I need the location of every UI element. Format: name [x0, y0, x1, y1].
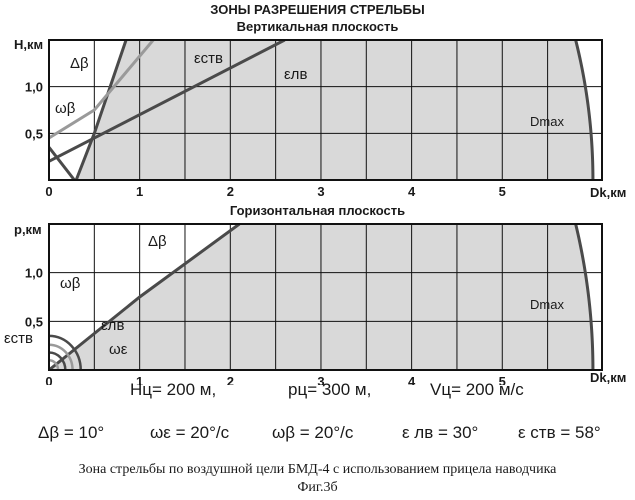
c2-ytick: 0,5	[25, 314, 43, 329]
vertical-plane-chart: 0123450,51,0 H,км Dk,км Δβ εств εлв ωβ D…	[0, 0, 635, 200]
param-h: Hц= 200 м,	[130, 380, 216, 400]
annotation-dmax: Dmax	[530, 114, 564, 129]
c1-zone-area	[76, 40, 593, 180]
annotation-elv: εлв	[284, 66, 307, 83]
c2-xtick: 4	[408, 374, 416, 385]
c1-curve-3	[49, 147, 74, 180]
param-wbeta: ωβ = 20°/с	[272, 423, 353, 443]
figure-label: Фиг.3б	[0, 480, 635, 496]
figure-caption: Зона стрельбы по воздушной цели БМД-4 с …	[0, 462, 635, 478]
annotation-estv-2: εств	[4, 330, 33, 347]
annotation-weps-2: ωε	[109, 341, 128, 358]
chart-1-ylabel: H,км	[14, 37, 43, 52]
param-weps: ωε = 20°/с	[150, 423, 229, 443]
c1-ytick: 1,0	[25, 80, 43, 95]
horizontal-plane-chart: 0123450,51,0 p,км Dk,км Δβ ωβ εлв εств ω…	[0, 185, 635, 385]
param-estv: ε ств = 58°	[518, 423, 601, 443]
annotation-wbeta: ωβ	[55, 100, 76, 117]
c2-xtick: 0	[45, 374, 52, 385]
c2-ytick: 1,0	[25, 266, 43, 281]
param-elv: ε лв = 30°	[402, 423, 478, 443]
chart-2-ylabel: p,км	[14, 222, 42, 237]
param-dbeta: Δβ = 10°	[38, 423, 104, 443]
annotation-estv: εств	[194, 50, 223, 67]
annotation-elv-2: εлв	[101, 317, 124, 334]
annotation-dmax-2: Dmax	[530, 297, 564, 312]
chart-2-xlabel: Dk,км	[590, 370, 626, 385]
param-v: Vц= 200 м/с	[430, 380, 524, 400]
annotation-dbeta: Δβ	[70, 55, 89, 72]
annotation-dbeta-2: Δβ	[148, 233, 167, 250]
param-p: pц= 300 м,	[288, 380, 371, 400]
c2-xtick: 2	[227, 374, 234, 385]
c1-ytick: 0,5	[25, 126, 43, 141]
annotation-wbeta-2: ωβ	[60, 275, 81, 292]
